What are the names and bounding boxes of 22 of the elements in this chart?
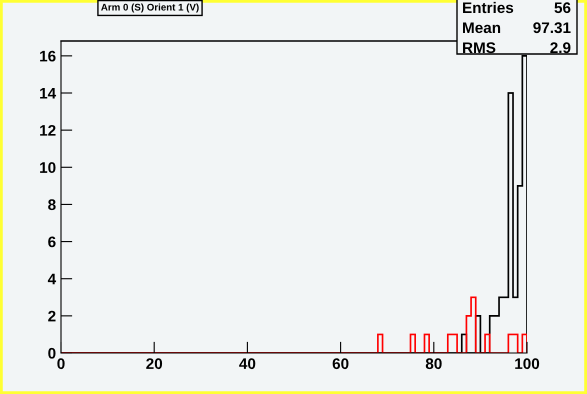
- x-tick-label: 20: [146, 358, 162, 370]
- y-tick-label: 4: [48, 274, 56, 284]
- text: 56: [554, 2, 570, 14]
- text: Entries: [463, 2, 514, 14]
- text: 97.31: [533, 22, 571, 34]
- y-tick-label: 12: [40, 125, 56, 136]
- text: Mean: [463, 22, 500, 34]
- x-tick-label: 60: [332, 358, 348, 370]
- annotation: RMS: [463, 42, 496, 54]
- chart-title: Arm 0 (S) Orient 1 (V): [101, 3, 199, 13]
- x-tick-label: 0: [57, 358, 65, 370]
- x-tick-label: 100: [515, 358, 540, 370]
- text: 2.9: [550, 42, 570, 54]
- x-tick-label: 40: [239, 358, 256, 370]
- x-tick-label: 80: [426, 358, 442, 370]
- y-tick-label: 2: [48, 310, 56, 322]
- y-tick-label: 16: [40, 50, 56, 62]
- y-tick-label: 0: [48, 348, 56, 359]
- y-tick-label: 8: [48, 199, 56, 210]
- y-tick-label: 6: [48, 236, 56, 248]
- y-tick-label: 10: [40, 162, 56, 173]
- y-tick-label: 14: [40, 88, 56, 99]
